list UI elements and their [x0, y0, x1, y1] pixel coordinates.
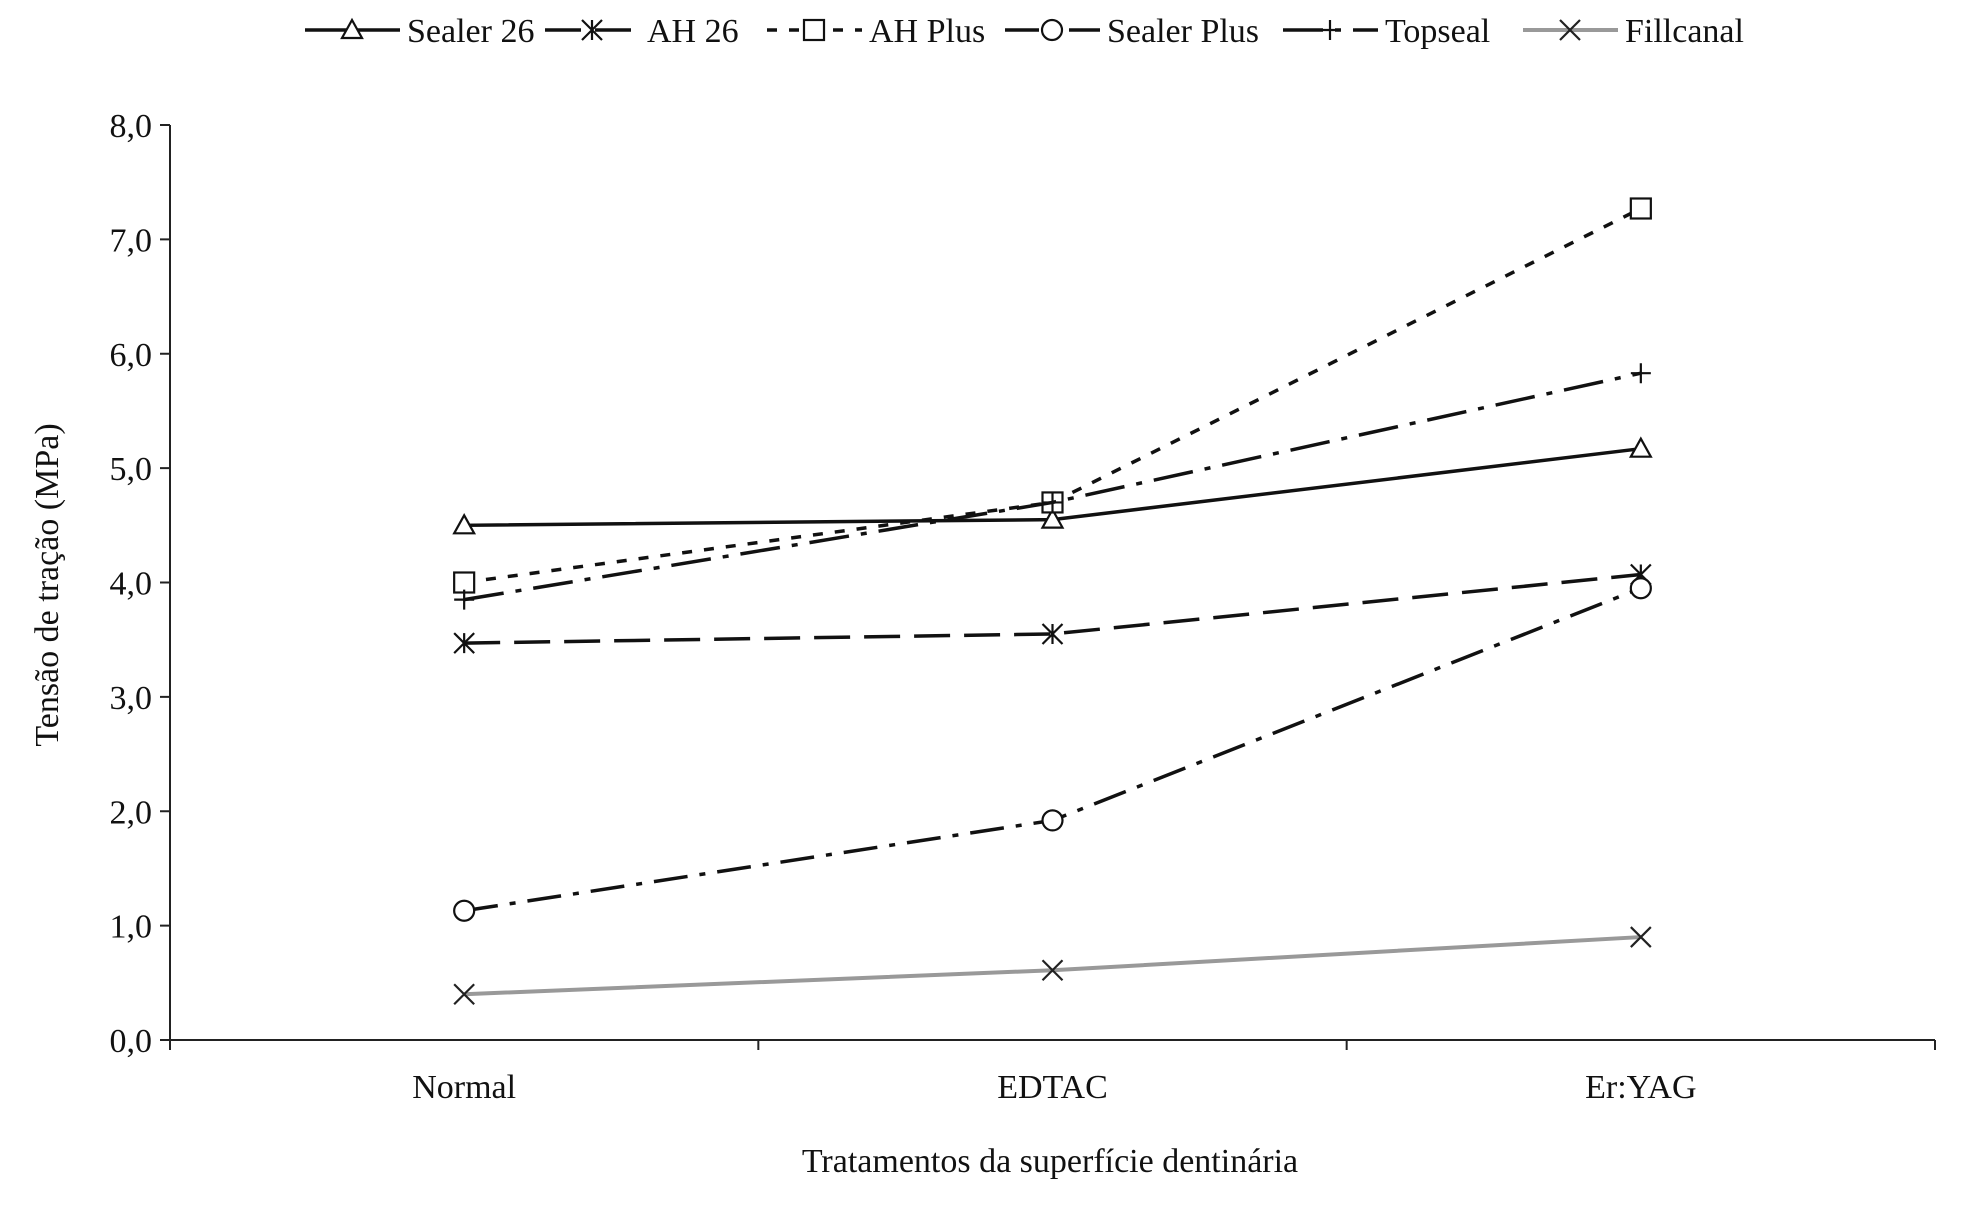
legend-entry-ah-plus: AH Plus — [767, 13, 985, 50]
data-point-topseal — [454, 589, 475, 610]
data-point-sealer-plus — [1041, 809, 1064, 832]
data-point-sealer-plus — [1629, 577, 1652, 600]
legend-entry-sealer-26: Sealer 26 — [305, 13, 534, 50]
data-point-ah-26 — [1041, 623, 1064, 645]
data-point-ah-26 — [453, 632, 475, 654]
legend-label: AH Plus — [869, 13, 985, 50]
x-axis-title: Tratamentos da superfície dentinária — [802, 1143, 1298, 1180]
x-tick-label: Normal — [412, 1069, 516, 1106]
y-axis: 0,0 1,0 2,0 3,0 4,0 5,0 6,0 7,0 8,0 — [110, 108, 171, 1060]
y-tick-label: 8,0 — [110, 108, 153, 145]
legend-marker — [1040, 18, 1064, 42]
y-tick-label: 4,0 — [110, 566, 153, 603]
data-point-fillcanal — [1041, 959, 1064, 982]
legend-entry-fillcanal: Fillcanal — [1523, 13, 1744, 50]
data-point-sealer-plus — [453, 899, 476, 922]
y-tick-label: 7,0 — [110, 222, 153, 259]
y-axis-title: Tensão de tração (MPa) — [29, 423, 66, 746]
legend-entry-sealer-plus: Sealer Plus — [1005, 13, 1259, 50]
data-point-ah-plus — [453, 571, 476, 594]
y-tick-label: 5,0 — [110, 451, 153, 488]
legend-marker — [1320, 20, 1340, 40]
legend-label: Sealer 26 — [407, 13, 534, 50]
legend-marker — [802, 18, 826, 42]
series-sealer-plus — [453, 577, 1652, 922]
data-point-sealer-26 — [1628, 436, 1653, 458]
series-line-fillcanal — [464, 935, 1641, 997]
legend-marker — [581, 19, 603, 41]
data-point-ah-plus — [1629, 197, 1652, 220]
y-tick-label: 3,0 — [110, 680, 153, 717]
data-point-fillcanal — [1630, 926, 1652, 948]
legend-label: Sealer Plus — [1107, 13, 1259, 50]
data-point-sealer-26 — [452, 513, 477, 535]
legend-label: Topseal — [1385, 13, 1490, 50]
x-axis: Normal EDTAC Er:YAG — [169, 1039, 1936, 1106]
data-point-topseal — [1630, 363, 1651, 384]
series-layer — [452, 197, 1653, 1006]
legend: Sealer 26 AH 26 AH Plus Sealer Plus Topseal F… — [305, 13, 1744, 50]
series-fillcanal — [453, 926, 1652, 1006]
data-point-fillcanal — [453, 983, 475, 1006]
legend-entry-ah-26: AH 26 — [545, 13, 739, 50]
series-line-ah-26 — [464, 572, 1642, 645]
y-tick-label: 2,0 — [110, 794, 153, 831]
legend-marker — [1559, 19, 1581, 41]
legend-label: AH 26 — [647, 13, 739, 50]
data-point-sealer-26 — [1040, 507, 1065, 529]
y-tick-label: 1,0 — [110, 909, 153, 946]
legend-label: Fillcanal — [1625, 13, 1744, 50]
y-tick-label: 0,0 — [110, 1023, 153, 1060]
series-ah-26 — [453, 563, 1652, 654]
series-ah-plus — [453, 197, 1652, 594]
legend-entry-topseal: Topseal — [1283, 13, 1490, 50]
series-line-topseal — [463, 371, 1642, 602]
series-topseal — [454, 363, 1651, 610]
y-tick-label: 6,0 — [110, 337, 153, 374]
series-sealer-26 — [452, 436, 1653, 535]
x-tick-label: EDTAC — [997, 1069, 1108, 1106]
x-tick-label: Er:YAG — [1585, 1069, 1696, 1106]
legend-marker — [340, 17, 364, 40]
data-point-topseal — [1042, 492, 1063, 513]
